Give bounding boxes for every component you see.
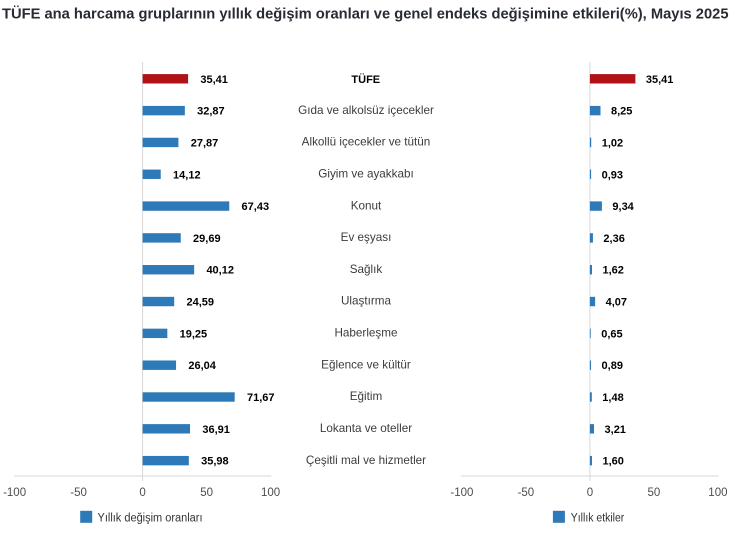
svg-text:27,87: 27,87 (191, 137, 219, 149)
svg-text:100: 100 (708, 487, 727, 499)
svg-text:Konut: Konut (351, 199, 382, 212)
svg-text:100: 100 (261, 487, 280, 499)
svg-text:Haberleşme: Haberleşme (334, 327, 397, 340)
svg-text:50: 50 (648, 487, 661, 499)
svg-text:Eğlence ve kültür: Eğlence ve kültür (321, 358, 411, 371)
svg-text:71,67: 71,67 (247, 392, 275, 404)
svg-text:67,43: 67,43 (242, 201, 270, 213)
svg-text:14,12: 14,12 (173, 169, 201, 181)
svg-text:1,62: 1,62 (602, 265, 623, 277)
svg-text:-100: -100 (450, 487, 473, 499)
svg-text:Yıllık değişim oranları: Yıllık değişim oranları (98, 512, 203, 524)
svg-text:TÜFE ana harcama gruplarının y: TÜFE ana harcama gruplarının yıllık deği… (2, 6, 729, 23)
svg-text:9,34: 9,34 (612, 201, 634, 213)
svg-text:Alkollü içecekler ve tütün: Alkollü içecekler ve tütün (302, 136, 431, 149)
svg-text:-50: -50 (518, 487, 535, 499)
svg-text:32,87: 32,87 (197, 106, 225, 118)
svg-text:3,21: 3,21 (605, 424, 626, 436)
svg-text:19,25: 19,25 (180, 328, 208, 340)
svg-text:35,41: 35,41 (646, 74, 674, 86)
svg-text:36,91: 36,91 (202, 424, 230, 436)
svg-text:4,07: 4,07 (606, 297, 627, 309)
svg-text:50: 50 (200, 487, 213, 499)
svg-text:Giyim ve ayakkabı: Giyim ve ayakkabı (318, 167, 413, 180)
svg-text:-50: -50 (70, 487, 87, 499)
svg-text:35,41: 35,41 (200, 74, 228, 86)
svg-text:Yıllık etkiler: Yıllık etkiler (571, 512, 625, 524)
svg-text:1,02: 1,02 (602, 137, 623, 149)
svg-text:Lokanta ve oteller: Lokanta ve oteller (320, 422, 412, 435)
svg-text:Ev eşyası: Ev eşyası (341, 231, 392, 244)
svg-text:Ulaştırma: Ulaştırma (341, 295, 392, 308)
svg-text:29,69: 29,69 (193, 233, 221, 245)
svg-text:24,59: 24,59 (187, 297, 215, 309)
svg-text:Çeşitli mal ve hizmetler: Çeşitli mal ve hizmetler (306, 454, 426, 467)
svg-text:1,60: 1,60 (602, 456, 623, 468)
svg-text:0,93: 0,93 (602, 169, 623, 181)
svg-text:26,04: 26,04 (188, 360, 216, 372)
svg-text:0,89: 0,89 (602, 360, 623, 372)
svg-text:TÜFE: TÜFE (351, 73, 380, 86)
svg-text:8,25: 8,25 (611, 106, 632, 118)
svg-text:0: 0 (139, 487, 145, 499)
svg-text:0,65: 0,65 (601, 328, 622, 340)
svg-text:35,98: 35,98 (201, 456, 229, 468)
svg-text:Eğitim: Eğitim (350, 390, 382, 403)
svg-text:-100: -100 (3, 487, 26, 499)
svg-text:Gıda ve alkolsüz içecekler: Gıda ve alkolsüz içecekler (298, 104, 434, 117)
svg-text:2,36: 2,36 (603, 233, 624, 245)
svg-text:Sağlık: Sağlık (350, 263, 383, 276)
svg-text:1,48: 1,48 (602, 392, 623, 404)
svg-text:0: 0 (587, 487, 593, 499)
svg-text:40,12: 40,12 (206, 265, 234, 277)
